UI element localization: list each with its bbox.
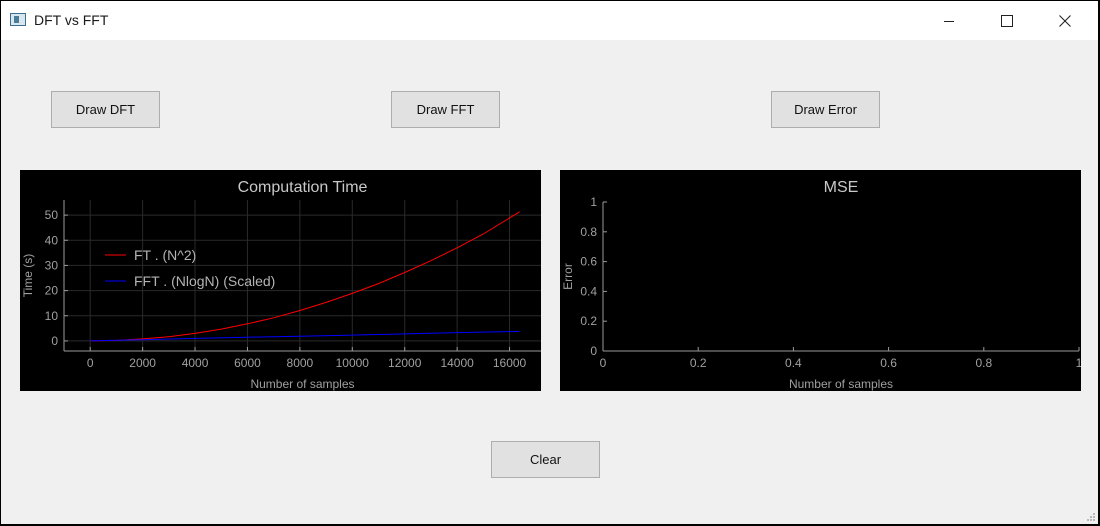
clear-button[interactable]: Clear [491,441,600,478]
x-tick-label: 0.6 [880,356,897,370]
close-button[interactable] [1036,1,1094,40]
x-tick-label: 0.2 [690,356,707,370]
chart-title: MSE [824,179,859,196]
x-tick-label: 10000 [336,356,370,370]
y-tick-label: 40 [45,233,59,247]
x-tick-label: 8000 [287,356,314,370]
x-tick-label: 0 [87,356,94,370]
y-tick-label: 0.2 [580,314,597,328]
draw-fft-button[interactable]: Draw FFT [391,91,500,128]
x-axis-label: Number of samples [250,377,354,391]
y-tick-label: 30 [45,258,59,272]
y-axis-label: Error [561,263,575,290]
series-line-ft [90,211,520,342]
computation-time-chart: Computation Time 0 2000 4000 6000 8000 10000 12… [21,179,541,391]
mse-chart: MSE 0 0.2 0.4 0.6 0.8 1 0 0.2 0.4 0.6 0.8 1 Number of… [561,179,1081,391]
draw-dft-button[interactable]: Draw DFT [51,91,160,128]
minimize-icon [944,20,954,22]
y-tick-label: 0.6 [580,255,597,269]
close-icon [1059,14,1071,27]
minimize-button[interactable] [920,1,978,40]
chart-title: Computation Time [238,179,368,196]
x-tick-label: 0.8 [975,356,992,370]
y-tick-label: 10 [45,309,59,323]
y-tick-label: 0 [590,344,597,358]
y-axis-label: Time (s) [21,254,35,298]
x-tick-label: 2000 [129,356,156,370]
app-icon [10,13,26,26]
y-tick-label: 0.4 [580,284,597,298]
title-bar[interactable]: DFT vs FFT [1,1,1098,40]
series-line-fft [90,330,520,342]
maximize-button[interactable] [978,1,1036,40]
x-tick-label: 0.4 [785,356,802,370]
x-axis-label: Number of samples [789,377,893,391]
y-tick-label: 0 [51,334,58,348]
y-tick-label: 0.8 [580,225,597,239]
mse-plot[interactable]: MSE 0 0.2 0.4 0.6 0.8 1 0 0.2 0.4 0.6 0.8 1 Number of… [560,170,1081,391]
maximize-icon [1001,14,1013,27]
window-title: DFT vs FFT [34,12,109,28]
y-tick-label: 50 [45,208,59,222]
x-tick-label: 4000 [182,356,209,370]
legend-label-fft: FFT . (NlogN) (Scaled) [134,273,275,289]
x-tick-label: 14000 [440,356,474,370]
x-tick-label: 0 [600,356,607,370]
y-tick-label: 1 [590,195,597,209]
draw-error-button[interactable]: Draw Error [771,91,880,128]
resize-grip-icon[interactable] [1086,512,1096,522]
x-tick-label: 12000 [388,356,422,370]
legend-label-ft: FT . (N^2) [134,247,196,263]
x-tick-label: 1 [1076,356,1081,370]
x-tick-label: 16000 [493,356,527,370]
x-tick-label: 6000 [234,356,261,370]
computation-time-plot[interactable]: Computation Time 0 2000 4000 6000 8000 10000 12… [20,170,541,391]
y-tick-label: 20 [45,284,59,298]
